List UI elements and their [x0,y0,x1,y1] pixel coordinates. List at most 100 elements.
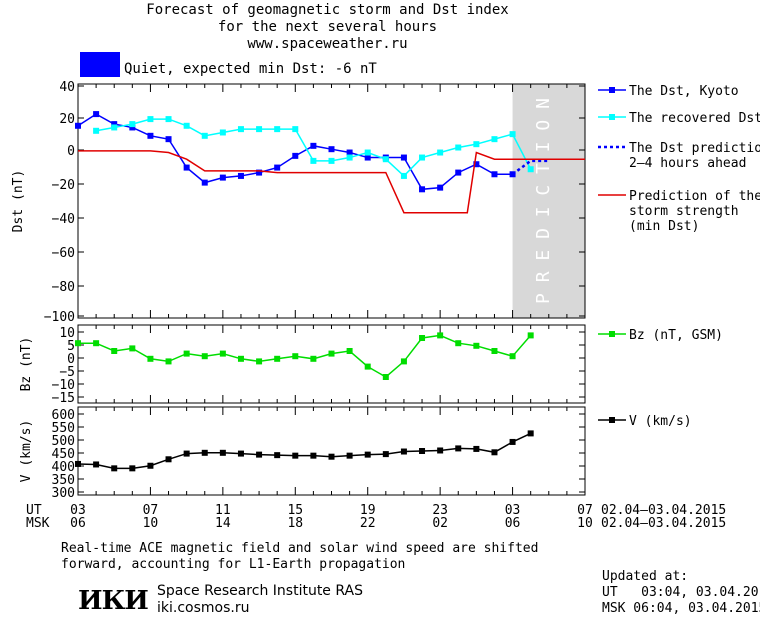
series-1-1-point [310,142,317,149]
msk-axis-label: MSK [26,516,50,531]
updated-ut: UT 03:04, 03.04.2015 [602,585,760,600]
legend-label: Prediction of the [629,189,760,204]
series-1-2-point [328,157,335,164]
series-1-2-point [183,122,190,129]
y-tick-label: 20 [59,112,75,127]
y-tick-label: 400 [52,460,75,475]
series-1-1-point [111,121,118,128]
series-2-1-point [527,332,534,339]
chart-title-line-3: www.spaceweather.ru [247,36,408,52]
legend-label: (min Dst) [629,219,699,234]
series-1-2-point [437,149,444,156]
msk-tick-label: 10 [143,516,159,531]
series-3-1-point [473,445,480,452]
series-3-1-point [274,452,281,459]
y-tick-label: 10 [59,326,75,341]
legend-label: The Dst prediction [629,141,760,156]
chart-title-line-1: Forecast of geomagnetic storm and Dst in… [146,2,509,18]
y-tick-label: 40 [59,80,75,95]
series-1-1-point [473,161,480,168]
updated-msk: MSK 06:04, 03.04.2015 [602,601,760,616]
series-2-1-point [256,358,263,365]
series-2-1-point [129,345,136,352]
series-1-1-point [491,171,498,178]
series-3-1-point [509,438,516,445]
iki-logo: ИКИ [78,586,149,616]
series-1-4-line [78,150,585,214]
series-2-1-point [274,355,281,362]
series-3-1-point [382,451,389,458]
y-tick-label: −80 [52,280,75,295]
ut-date-range: 02.04–03.04.2015 [601,503,726,518]
series-1-2-point [346,154,353,161]
series-3-1-legend: V (km/s) [598,414,692,429]
series-3-1-point [292,452,299,459]
series-3-1-point [75,460,81,467]
series-1-1-legend: The Dst, Kyoto [598,84,739,99]
series-1-1-point [437,184,444,191]
y-tick-label: 0 [67,352,75,367]
y-tick-label: 300 [52,486,75,501]
y-tick-label: 600 [52,408,75,423]
series-3-1-point [419,448,426,454]
series-2-1-point [473,342,480,349]
institute-name: Space Research Institute RAS [157,583,363,599]
series-2-1-point [201,353,208,360]
series-1-1-point [183,164,190,171]
ut-tick-label: 03 [505,503,521,518]
series-3-1-point [147,462,154,469]
series-1-2-point [147,116,154,123]
series-1-3-line [511,159,549,176]
series-2-1-point [400,358,407,365]
prediction-band-label: P R E D I C T I O N [533,98,554,304]
footer-note-line-1: Real-time ACE magnetic field and solar w… [61,541,539,556]
series-1-2-point [129,121,136,128]
msk-tick-label: 10 [577,516,593,531]
institute-website[interactable]: iki.cosmos.ru [157,600,250,616]
prediction-band [512,84,585,318]
series-1-2-point [274,126,281,133]
series-1-1-point [455,169,462,176]
series-3-1-point [437,447,444,454]
series-1-1-line [77,113,513,191]
series-1-2-point [527,166,534,173]
msk-tick-label: 14 [215,516,231,531]
legend-marker [609,417,615,423]
legend-label: V (km/s) [629,414,692,429]
series-2-1-point [382,374,389,380]
series-2-1-point [165,358,172,365]
ut-tick-label: 11 [215,503,231,518]
series-2-1-point [328,350,335,357]
ut-tick-label: 23 [432,503,448,518]
series-3-1-point [93,461,100,468]
series-1-1-point [274,164,281,171]
y-tick-label: 0 [67,144,75,159]
series-2-1-point [346,348,353,354]
y-tick-label: −100 [44,310,75,325]
legend-label: The recovered Dst [629,111,760,126]
legend-label: Bz (nT, GSM) [629,328,723,343]
y-axis-label: V (km/s) [19,420,34,483]
y-axis-label: Bz (nT) [19,337,34,392]
y-tick-label: 550 [52,421,75,436]
series-1-2-point [237,126,244,133]
y-tick-label: 5 [67,339,75,354]
series-2-1-point [93,340,100,347]
msk-tick-label: 22 [360,516,376,531]
series-1-2-point [219,129,226,136]
series-2-1-point [183,350,190,357]
footer-note-line-2: forward, accounting for L1-Earth propaga… [61,557,406,572]
series-2-1-line [78,334,532,378]
legend-marker [609,87,615,93]
legend-label: The Dst, Kyoto [629,84,739,99]
series-1-2-point [364,149,371,156]
series-1-1-point [75,122,81,129]
y-tick-label: −5 [59,365,75,380]
series-3-1-point [328,453,335,460]
series-1-1-point [93,111,100,118]
ut-axis-label: UT [26,503,42,518]
legend-label: 2–4 hours ahead [629,156,746,171]
